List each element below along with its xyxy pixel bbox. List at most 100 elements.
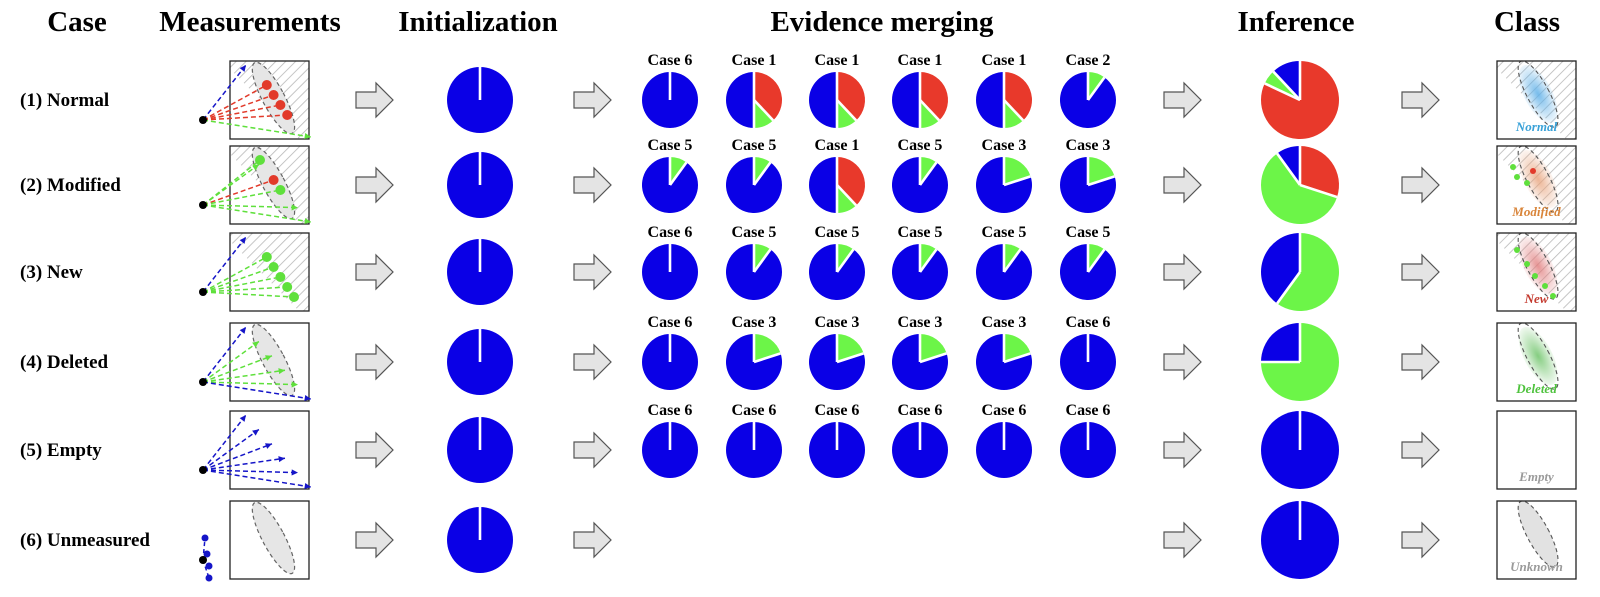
hit-point (268, 262, 279, 272)
slice-separator (1299, 183, 1338, 199)
merge-pie (642, 72, 698, 128)
class-cell: Empty (1496, 410, 1577, 490)
hit-point (1510, 164, 1516, 170)
hit-point (1524, 180, 1530, 186)
hit-point (268, 90, 279, 100)
ray-line (202, 443, 273, 471)
flow-arrow (573, 431, 612, 469)
object-ellipse (251, 501, 296, 575)
slice-separator (836, 99, 858, 122)
flow-arrow (1163, 166, 1202, 204)
merge-case-label: Case 5 (732, 224, 777, 241)
measurement-panel (199, 322, 312, 402)
merge-case-label: Case 6 (648, 224, 693, 241)
sensor-origin (199, 288, 207, 296)
ray-arrowhead (239, 65, 246, 72)
unknown-slice (726, 72, 754, 128)
hit-point (203, 550, 211, 558)
ray-arrowhead (252, 429, 259, 436)
flow-arrow (1163, 343, 1202, 381)
merge-case-label: Case 5 (815, 224, 860, 241)
cell-area (230, 411, 309, 489)
merge-case-label: Case 5 (732, 137, 777, 154)
class-cell: Normal (1496, 60, 1577, 140)
ray-arrowhead (239, 327, 246, 334)
cell-frame (1496, 232, 1577, 312)
ray-arrowhead (278, 456, 285, 463)
merge-case-label: Case 5 (1066, 224, 1111, 241)
init-pie (447, 67, 513, 133)
case-label: (2) Modified (20, 175, 121, 196)
merge-case-label: Case 3 (732, 314, 777, 331)
hit-point (1524, 261, 1530, 267)
ray-line (202, 114, 288, 121)
ray-line (202, 189, 281, 206)
merge-case-label: Case 1 (815, 52, 860, 69)
measurement-panel (199, 232, 310, 312)
occupied-slice (920, 72, 948, 121)
ray-line (202, 369, 286, 383)
init-pie (447, 507, 513, 573)
ray-line (202, 355, 273, 383)
ray-arrowhead (291, 204, 298, 211)
hit-point (1542, 283, 1548, 289)
case-row-4: (4) Deleted (20, 352, 109, 373)
merge-pie (892, 157, 949, 213)
flow-arrow (355, 343, 394, 381)
header-measurements: Measurements (159, 6, 340, 38)
free-slice (1260, 153, 1338, 225)
merge-pie (892, 334, 948, 390)
free-slice (1277, 233, 1340, 311)
merge-case-label: Case 6 (1066, 402, 1111, 419)
ray-arrowhead (304, 483, 311, 490)
sensor-origin (199, 556, 207, 564)
cell-frame (1496, 145, 1577, 225)
flow-arrow (573, 81, 612, 119)
sensor-origin (199, 116, 207, 124)
ray-line (202, 469, 312, 488)
flow-arrow (1163, 431, 1202, 469)
merge-pie (976, 72, 1032, 128)
hit-point (201, 534, 209, 542)
ray-line (202, 163, 260, 206)
cell-frame (1496, 60, 1577, 140)
hit-point (275, 185, 286, 195)
merge-case-label: Case 5 (898, 137, 943, 154)
case-label: (6) Unmeasured (20, 530, 150, 551)
occupied-slice (837, 72, 865, 121)
occupied-slice (1300, 146, 1339, 198)
hit-point (275, 100, 286, 110)
slice-separator (752, 161, 772, 186)
ray-line (202, 381, 312, 400)
inference-pie (1261, 411, 1339, 489)
hit-point (289, 292, 299, 302)
case-row-3: (3) New (20, 262, 83, 283)
case-label: (3) New (20, 262, 83, 283)
flow-arrow (1163, 253, 1202, 291)
case-row-1: (1) Normal (20, 90, 109, 111)
ray-line (202, 326, 247, 383)
class-blob (1518, 236, 1558, 296)
cell-frame (229, 500, 310, 580)
case-row-2: (2) Modified (20, 175, 121, 196)
case-label: (5) Empty (20, 440, 102, 461)
slice-separator (919, 352, 948, 364)
class-label: Modified (1511, 204, 1561, 219)
occupied-slice (1004, 72, 1032, 121)
slice-separator (752, 248, 772, 273)
merge-pie (892, 72, 948, 128)
flow-arrow (355, 81, 394, 119)
flow-arrow (1401, 431, 1440, 469)
unknown-slice (892, 72, 920, 128)
merge-case-label: Case 3 (815, 314, 860, 331)
merge-case-label: Case 1 (732, 52, 777, 69)
case-label: (4) Deleted (20, 352, 109, 373)
merge-pie (892, 422, 948, 478)
merge-case-label: Case 1 (898, 52, 943, 69)
ray-line (202, 266, 274, 293)
class-cell: New (1496, 232, 1577, 312)
ray-line (202, 428, 260, 471)
class-cell: Deleted (1496, 322, 1577, 402)
merge-pie (1060, 157, 1116, 213)
merge-pie (809, 422, 865, 478)
